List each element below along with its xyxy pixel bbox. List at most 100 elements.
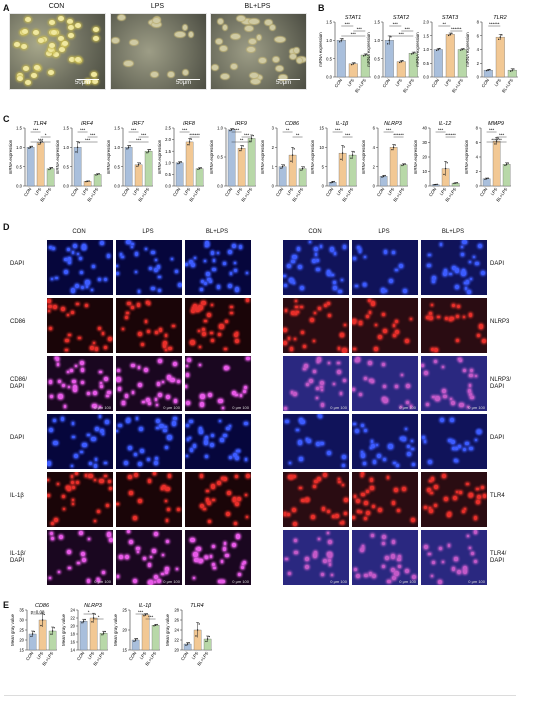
- cell-nucleus: [428, 552, 431, 556]
- y-axis-label: mRNA expression: [157, 139, 162, 174]
- cell-nucleus: [405, 383, 411, 389]
- cell-nucleus: [160, 487, 164, 490]
- cell-nucleus: [320, 388, 324, 392]
- cell-nucleus: [382, 565, 386, 569]
- cell-nucleus: [124, 394, 129, 398]
- cell-nucleus: [228, 424, 232, 428]
- cell-nucleus: [137, 303, 141, 307]
- y-tick-label: 0.0: [374, 75, 380, 80]
- fluorescence-image: 0 μm 100: [420, 355, 488, 412]
- fluorescence-image: [115, 239, 183, 296]
- cell-nucleus: [151, 250, 155, 255]
- y-tick-label: 0.0: [114, 184, 120, 189]
- cell-nucleus: [77, 561, 80, 564]
- cell-nucleus: [133, 452, 138, 457]
- cell-nucleus: [358, 250, 362, 253]
- data-point: [443, 173, 445, 176]
- cell-nucleus: [426, 487, 431, 493]
- cell-nucleus: [203, 259, 207, 263]
- cell-nucleus: [162, 340, 167, 345]
- y-tick-label: 6: [477, 33, 480, 38]
- cell-nucleus: [93, 342, 96, 345]
- cell-nucleus: [171, 257, 174, 260]
- cell-nucleus: [144, 367, 149, 372]
- data-point: [232, 128, 234, 130]
- cell-nucleus: [162, 554, 165, 557]
- cell-nucleus: [116, 264, 119, 268]
- cell-nucleus: [355, 357, 361, 362]
- cell-nucleus: [246, 356, 250, 361]
- cell-nucleus: [327, 302, 331, 306]
- data-point: [29, 146, 32, 149]
- cell-nucleus: [301, 330, 305, 334]
- cell-nucleus: [185, 262, 188, 266]
- bar-con: [278, 166, 287, 187]
- cell-nucleus: [77, 252, 80, 256]
- scale-bar-label: 50μm: [176, 80, 192, 86]
- data-point: [40, 624, 42, 627]
- cell-nucleus: [216, 480, 222, 486]
- x-tick-label: CON: [70, 187, 80, 198]
- data-point: [504, 164, 506, 167]
- cell-nucleus: [98, 277, 102, 281]
- fluorescence-image: 0 μm 100: [115, 355, 183, 412]
- cell-nucleus: [96, 578, 100, 582]
- micrograph-label: LPS: [150, 3, 165, 10]
- cell-nucleus: [65, 348, 68, 352]
- chart-title: MMP9: [488, 121, 504, 127]
- cell-nucleus: [71, 502, 75, 506]
- cell-nucleus: [225, 511, 231, 516]
- cell-nucleus: [313, 553, 318, 558]
- fluorescence-scale-label: 0 μm 100: [468, 579, 485, 584]
- cell-nucleus: [456, 304, 461, 308]
- cell-nucleus: [291, 259, 296, 264]
- bar-lps: [185, 141, 194, 187]
- cell-nucleus: [232, 244, 237, 248]
- fluorescence-scale-label: 0 μm 100: [399, 579, 416, 584]
- cell-nucleus: [356, 245, 360, 249]
- y-axis-label: mRNA expression: [8, 139, 13, 174]
- cell-nucleus: [395, 385, 398, 388]
- y-tick-label: 35: [19, 608, 24, 613]
- cell-nucleus: [452, 495, 457, 500]
- cell: [254, 74, 263, 80]
- data-point: [497, 137, 499, 139]
- data-point: [136, 165, 138, 167]
- cell-nucleus: [309, 379, 314, 383]
- cell-nucleus: [128, 445, 132, 450]
- significance-label: ***: [438, 127, 444, 132]
- cell-nucleus: [131, 306, 134, 310]
- fluorescence-image: [420, 239, 488, 296]
- cell-nucleus: [323, 303, 328, 308]
- cell-nucleus: [224, 319, 229, 324]
- cell-nucleus: [481, 271, 485, 276]
- fluorescence-image: [184, 239, 252, 296]
- y-tick-label: 6: [476, 140, 479, 145]
- cell-nucleus: [105, 394, 109, 398]
- y-tick-label: 1.0: [423, 47, 429, 52]
- cell-nucleus: [313, 485, 317, 489]
- fluorescence-row-label: DAPI: [10, 260, 25, 267]
- significance-label: ***: [357, 26, 363, 31]
- cell: [175, 31, 185, 37]
- cell-nucleus: [361, 547, 364, 550]
- data-point: [412, 52, 414, 54]
- cell-nucleus: [318, 307, 321, 310]
- cell-nucleus: [116, 377, 121, 382]
- data-point: [303, 166, 305, 168]
- cell-nucleus: [153, 575, 158, 580]
- cell-nucleus: [472, 255, 475, 258]
- y-tick-label: 15: [122, 648, 127, 653]
- cell: [242, 19, 252, 25]
- cell-nucleus: [137, 382, 142, 387]
- cell-nucleus: [91, 437, 96, 442]
- cell-nucleus: [52, 304, 57, 309]
- data-point: [382, 175, 385, 178]
- cell-nucleus: [293, 337, 297, 341]
- cell: [265, 19, 272, 25]
- cell-nucleus: [463, 447, 467, 451]
- cell-nucleus: [104, 376, 109, 381]
- cell: [74, 22, 81, 28]
- cell-nucleus: [462, 316, 465, 319]
- data-point: [350, 157, 352, 159]
